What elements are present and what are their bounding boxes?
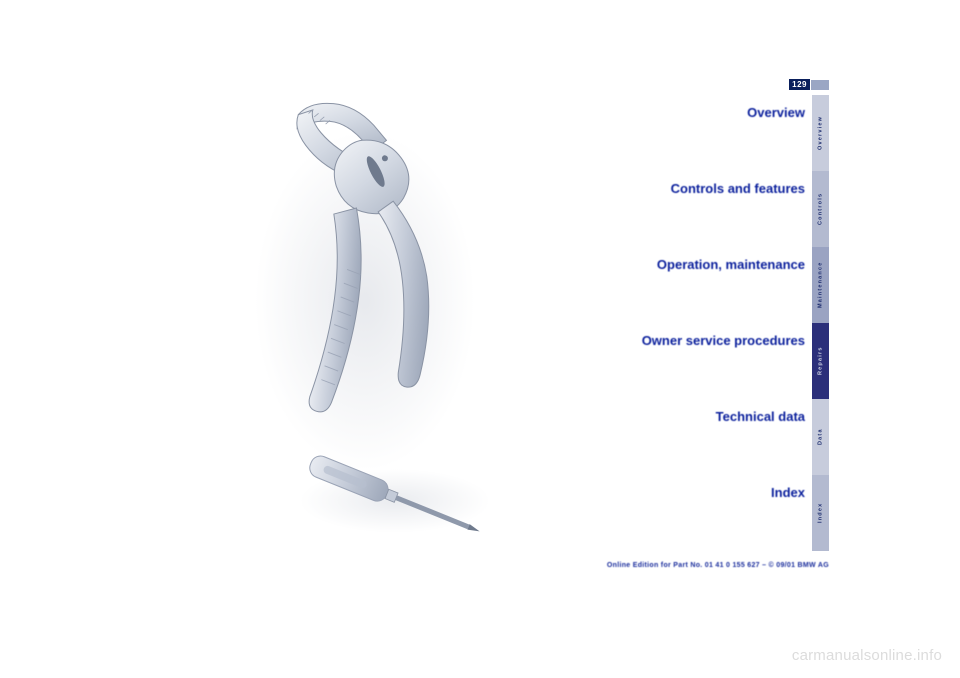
section-data[interactable]: Technical data [565,395,805,471]
section-index[interactable]: Index [565,471,805,547]
tab-controls[interactable]: Controls [812,171,829,247]
section-maintenance[interactable]: Operation, maintenance [565,243,805,319]
section-repairs[interactable]: Owner service procedures [565,319,805,395]
tab-overview[interactable]: Overview [812,95,829,171]
tab-data[interactable]: Data [812,399,829,475]
tab-repairs[interactable]: Repairs [812,323,829,399]
section-list: Overview Controls and features Operation… [565,91,805,547]
page-number-stripe [811,80,829,90]
tools-illustration [245,101,505,541]
tools-svg [245,101,505,541]
tab-index[interactable]: Index [812,475,829,551]
side-tabs: Overview Controls Maintenance Repairs Da… [812,95,829,551]
section-overview[interactable]: Overview [565,91,805,167]
footer-text: Online Edition for Part No. 01 41 0 155 … [607,562,829,569]
page-number-bar: 129 [789,79,829,90]
manual-page: 129 [155,77,855,575]
section-controls[interactable]: Controls and features [565,167,805,243]
watermark: carmanualsonline.info [792,647,942,664]
tab-maintenance[interactable]: Maintenance [812,247,829,323]
page-number: 129 [789,79,810,90]
